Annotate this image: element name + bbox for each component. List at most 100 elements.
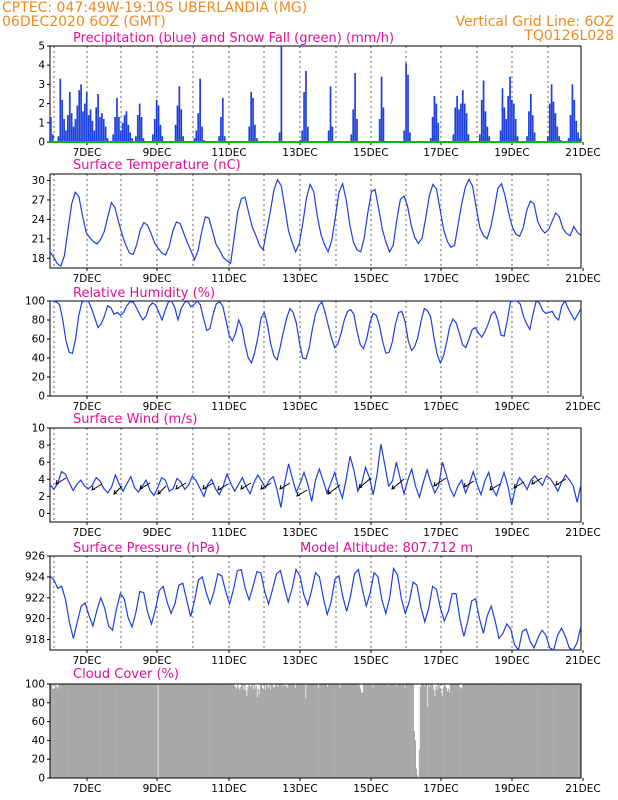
- cloud-bar: [378, 684, 380, 778]
- x-tick-label: 11DEC: [211, 655, 246, 667]
- precip-bar: [460, 103, 462, 142]
- cloud-bar: [135, 684, 138, 778]
- precip-bar: [507, 95, 509, 142]
- cloud-bar: [552, 684, 554, 778]
- cloud-bar: [399, 684, 401, 778]
- x-tick-label: 9DEC: [143, 273, 172, 285]
- cloud-bar: [100, 684, 102, 778]
- cloud-bar: [79, 684, 82, 778]
- cloud-bar: [128, 684, 130, 778]
- cloud-bar: [425, 684, 427, 778]
- cloud-bar: [184, 684, 186, 778]
- cloud-bar: [303, 684, 305, 778]
- cloud-bar: [218, 684, 220, 778]
- cloud-bar: [296, 684, 299, 778]
- precip-bar: [280, 46, 283, 142]
- cloud-bar: [114, 684, 116, 778]
- cloud-bar: [106, 684, 109, 778]
- cloud-bar: [185, 684, 187, 778]
- cloud-bar: [153, 684, 155, 778]
- cloud-bar: [381, 684, 383, 778]
- cloud-bar: [194, 684, 196, 778]
- cloud-bar: [499, 684, 501, 778]
- cloud-bar: [224, 684, 226, 778]
- cloud-bar: [214, 684, 216, 778]
- cloud-bar: [221, 684, 223, 778]
- cloud-bar: [396, 685, 398, 778]
- cloud-bar: [217, 684, 219, 778]
- wind-arrow-head: [513, 483, 518, 489]
- cloud-bar: [334, 684, 336, 778]
- cloud-bar: [96, 684, 98, 778]
- cloud-bar: [536, 684, 538, 778]
- cloud-bar: [450, 684, 453, 778]
- cloud-bar: [259, 684, 262, 778]
- cloud-bar: [478, 684, 481, 778]
- x-tick-label: 17DEC: [423, 147, 458, 159]
- precip-bar: [93, 130, 96, 142]
- y-tick-label: 30: [32, 175, 45, 187]
- y-tick-label: 18: [32, 253, 45, 265]
- cloud-bar: [176, 684, 178, 778]
- cloud-bar: [351, 684, 353, 778]
- cloud-bar: [134, 684, 137, 778]
- precip-bar: [91, 120, 94, 142]
- precip-bar: [85, 92, 88, 142]
- precip-bar: [82, 111, 84, 142]
- x-tick-label: 13DEC: [282, 783, 317, 795]
- y-tick-label: 0: [38, 508, 45, 520]
- cloud-bar: [318, 684, 320, 778]
- precip-bar: [488, 136, 491, 142]
- precip-bar: [68, 92, 71, 142]
- header-line1: CPTEC: 047:49W-19:10S UBERLANDIA (MG): [2, 0, 307, 16]
- cloud-bar: [452, 684, 455, 778]
- precip-bar: [195, 130, 198, 142]
- cloud-bar: [97, 684, 99, 778]
- cloud-bar: [415, 768, 418, 778]
- panel-frame: [49, 45, 582, 143]
- wind-arrow-head: [489, 485, 494, 491]
- cloud-bar: [510, 684, 513, 778]
- cloud-bar: [126, 684, 128, 778]
- cloud-bar: [326, 686, 329, 778]
- cloud-bar: [316, 684, 318, 778]
- precip-bar: [482, 80, 485, 142]
- cloud-bar: [169, 684, 172, 778]
- cloud-bar: [289, 684, 291, 778]
- cloud-bar: [86, 684, 88, 778]
- cloud-bar: [458, 684, 460, 778]
- cloud-bar: [477, 684, 480, 778]
- precip-bar: [131, 138, 133, 142]
- temp-title: Surface Temperature (nC): [73, 158, 241, 173]
- cloud-bar: [288, 684, 290, 778]
- precip-bar: [437, 122, 440, 142]
- cloud-bar: [250, 685, 252, 778]
- cloud-bar: [152, 684, 154, 778]
- x-tick-label: 7DEC: [73, 401, 102, 413]
- precip-bar: [51, 134, 54, 142]
- cloud-bar: [519, 684, 521, 778]
- cloud-bar: [271, 684, 273, 778]
- precip-bar: [72, 126, 75, 142]
- cloud-bar: [522, 684, 524, 778]
- cloud-bar: [394, 684, 396, 778]
- cloud-bar: [254, 688, 256, 778]
- precip-bar: [554, 113, 557, 142]
- cloud-bar: [426, 684, 428, 778]
- y-tick-label: 8: [38, 440, 45, 452]
- cloud-bar: [80, 684, 83, 778]
- cloud-bar: [117, 684, 119, 778]
- precip-bar: [382, 107, 385, 142]
- precip-bar: [461, 90, 464, 142]
- precip-bar: [118, 117, 120, 142]
- cloud-bar: [562, 684, 564, 778]
- cloud-bar: [300, 684, 302, 778]
- precip-bar: [456, 95, 458, 142]
- cloud-bar: [257, 688, 259, 778]
- cloud-bar: [416, 775, 419, 778]
- precip-bar: [480, 99, 483, 142]
- cloud-bar: [523, 684, 525, 778]
- x-tick-label: 7DEC: [73, 655, 102, 667]
- cloud-bar: [348, 684, 350, 778]
